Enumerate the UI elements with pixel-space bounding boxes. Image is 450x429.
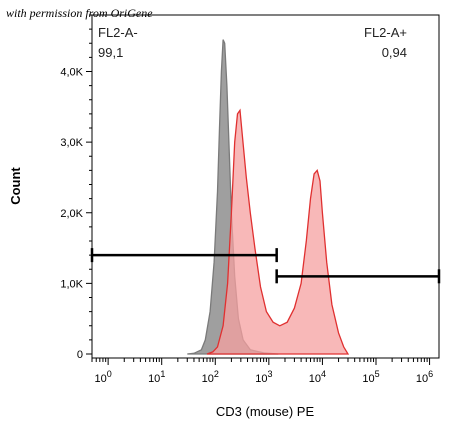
y-tick-label: 2,0K xyxy=(60,208,83,220)
y-axis: 0 1,0K 2,0K 3,0K 4,0K xyxy=(60,14,92,361)
x-tick-label: 106 xyxy=(416,369,433,385)
y-tick-label: 0 xyxy=(77,349,83,361)
y-tick-label: 3,0K xyxy=(60,137,83,149)
x-tick-label: 100 xyxy=(94,369,111,385)
x-axis-title: CD3 (mouse) PE xyxy=(216,404,315,419)
y-tick-label: 4,0K xyxy=(60,67,83,79)
gates: FL2-A- 99,1 FL2-A+ 0,94 xyxy=(90,25,441,284)
x-tick-label: 105 xyxy=(362,369,379,385)
histogram-series-2 xyxy=(206,108,350,355)
gate-percent-label: 0,94 xyxy=(382,45,407,60)
gate-name-label: FL2-A+ xyxy=(364,25,407,40)
x-tick-label: 101 xyxy=(148,369,165,385)
x-tick-label: 104 xyxy=(309,369,326,385)
x-tick-label: 103 xyxy=(255,369,272,385)
plot-frame xyxy=(91,14,440,359)
watermark-text: with permission from OriGene xyxy=(6,6,153,20)
y-tick-label: 1,0K xyxy=(60,278,83,290)
y-axis-title: Count xyxy=(8,167,23,205)
gate-name-label: FL2-A- xyxy=(98,25,138,40)
x-axis: 100 101 102 103 104 105 106 xyxy=(91,358,433,385)
histogram-fills xyxy=(187,39,350,355)
x-tick-label: 102 xyxy=(202,369,219,385)
gate-percent-label: 99,1 xyxy=(98,45,123,60)
